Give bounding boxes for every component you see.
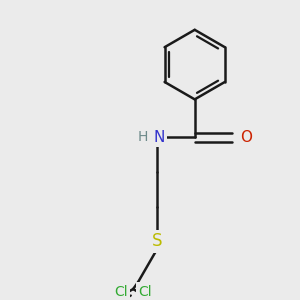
Text: N: N	[153, 130, 165, 145]
Text: Cl: Cl	[138, 284, 152, 298]
Text: O: O	[240, 130, 252, 145]
Text: S: S	[152, 232, 162, 250]
Text: Cl: Cl	[115, 284, 128, 298]
Text: H: H	[138, 130, 148, 144]
